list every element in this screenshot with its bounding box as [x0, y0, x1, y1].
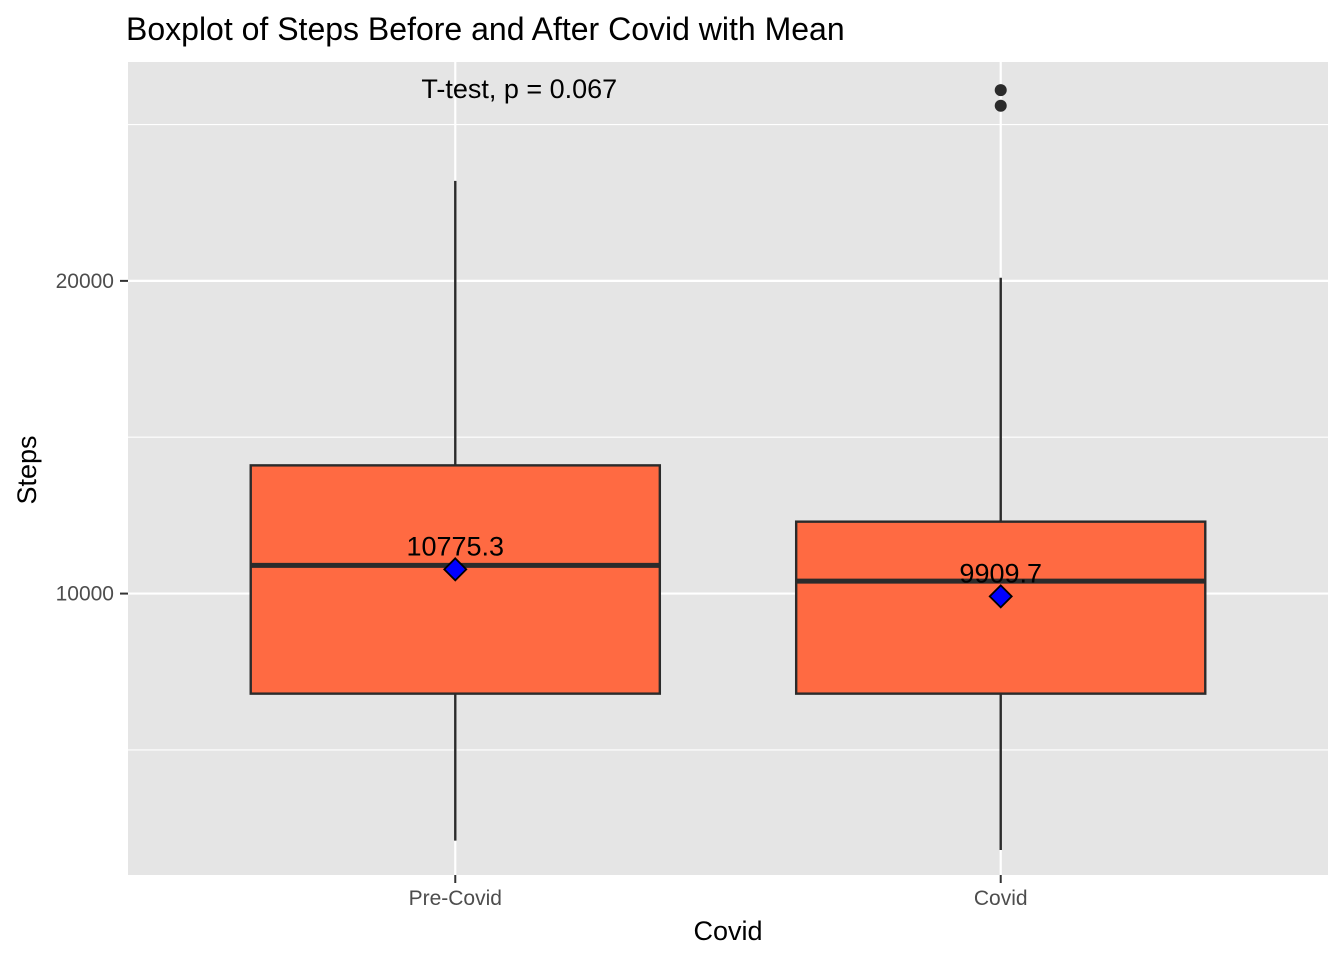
- mean-marker: [442, 557, 468, 582]
- mean-marker: [988, 584, 1014, 609]
- t-test-annotation: T-test, p = 0.067: [421, 74, 617, 104]
- x-axis-title: Covid: [693, 916, 762, 946]
- chart-title: Boxplot of Steps Before and After Covid …: [126, 11, 845, 47]
- axes: 10000 20000 Pre-Covid Covid: [56, 270, 1028, 910]
- mean-label: 10775.3: [406, 531, 504, 561]
- x-tick-label: Pre-Covid: [409, 887, 502, 910]
- mean-label: 9909.7: [959, 558, 1042, 588]
- box-covid: 9909.7: [794, 84, 1207, 850]
- y-axis-title: Steps: [12, 435, 42, 504]
- y-tick-label: 20000: [56, 270, 114, 293]
- box-layer: 10775.3 9909.7: [249, 84, 1207, 850]
- y-tick-label: 10000: [56, 583, 114, 606]
- box-pre-covid: 10775.3: [249, 180, 662, 841]
- x-tick-label: Covid: [974, 887, 1028, 910]
- outlier-point: [994, 99, 1007, 112]
- outlier-point: [994, 84, 1007, 97]
